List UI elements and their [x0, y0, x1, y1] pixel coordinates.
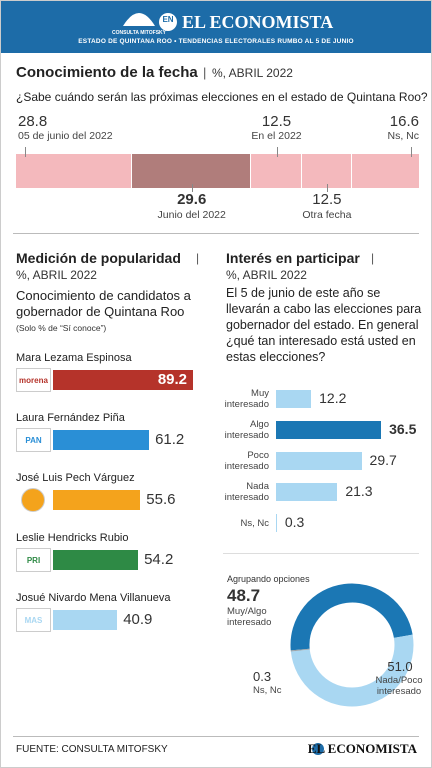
donut-title: Agrupando opciones — [227, 574, 310, 584]
bar — [53, 490, 141, 510]
bar — [53, 550, 139, 570]
segment — [251, 154, 302, 188]
category-label: En el 2022 — [251, 130, 302, 142]
category-label: Otra fecha — [302, 209, 352, 221]
segment — [352, 154, 419, 188]
party-badge: MAS — [16, 608, 51, 632]
footer-icon — [312, 743, 324, 755]
value-label: 61.2 — [155, 431, 185, 448]
segment — [301, 154, 353, 188]
footer-icon-shape — [312, 743, 324, 755]
value-label: 12.2 — [319, 390, 347, 406]
section-subtitle: %, ABRIL 2022 — [212, 66, 293, 80]
value-label: 40.9 — [123, 611, 153, 628]
candidate-name: Leslie Hendricks Rubio — [16, 532, 129, 544]
category-label: Nada interesado — [224, 481, 269, 503]
edition: EN — [162, 15, 174, 24]
section-subtitle: %, ABRIL 2022 — [226, 268, 307, 282]
value-label: 0.3 — [284, 514, 305, 530]
candidate-name: Josué Nivardo Mena Villanueva — [16, 592, 171, 604]
section-subtitle: %, ABRIL 2022 — [16, 268, 97, 282]
bar — [276, 390, 312, 408]
party-badge: morena — [16, 368, 51, 392]
value-label: 89.2 — [157, 371, 188, 388]
party-badge — [21, 488, 45, 512]
value-label: 54.2 — [144, 551, 174, 568]
edition-badge — [159, 13, 177, 31]
section-title: Interés en participar — [226, 250, 360, 266]
bar — [276, 514, 277, 532]
logo-shape — [123, 13, 155, 26]
brand: EL ECONOMISTA — [182, 12, 334, 32]
logo-icon — [123, 13, 155, 26]
bar — [276, 421, 382, 439]
bar — [276, 483, 338, 501]
bar — [53, 370, 194, 390]
footer-brand: EL ECONOMISTA — [307, 741, 417, 756]
header-band — [1, 1, 431, 53]
leader — [191, 184, 193, 192]
category-label: Algo interesado — [224, 419, 269, 441]
title-separator: | — [371, 251, 375, 265]
segment — [132, 154, 252, 188]
candidate-name: Mara Lezama Espinosa — [16, 352, 132, 364]
section-title: Conocimiento de la fecha — [16, 64, 198, 81]
section-title: Medición de popularidad — [16, 250, 181, 266]
value-label: 36.5 — [389, 421, 417, 437]
category-label: Muy interesado — [224, 388, 269, 410]
question: ¿Sabe cuándo serán las próximas eleccion… — [16, 90, 428, 104]
donut-slice — [290, 634, 414, 707]
value-label: 0.3 — [253, 669, 272, 684]
category-label: Ns, Nc — [387, 130, 420, 142]
candidate-name: Laura Fernández Piña — [16, 412, 125, 424]
bar — [276, 452, 362, 470]
value-label: 28.8 — [18, 113, 48, 130]
bar — [53, 610, 118, 630]
value-label: 12.5 — [261, 113, 292, 130]
value-label: 48.7 — [227, 586, 261, 605]
bar — [53, 430, 150, 450]
category-label: Ns, Nc — [253, 685, 282, 696]
category-label: Poco interesado — [224, 450, 269, 472]
title-separator: | — [196, 251, 200, 265]
rule — [13, 736, 419, 737]
source: FUENTE: CONSULTA MITOFSKY — [16, 744, 168, 755]
donut — [290, 583, 414, 707]
leader — [276, 147, 278, 157]
value-label: 12.5 — [312, 191, 342, 208]
value-label: 29.7 — [369, 452, 397, 468]
value-label: 21.3 — [345, 483, 373, 499]
note: (Solo % de “Sí conoce”) — [16, 323, 107, 333]
category-label: Muy/Algo interesado — [227, 606, 272, 628]
leader — [326, 184, 328, 192]
category-label: Nada/Poco interesado — [375, 675, 423, 697]
question: El 5 de junio de este año se llevarán a … — [226, 286, 422, 364]
party-badge: PRI — [16, 548, 51, 572]
value-label: 29.6 — [177, 191, 207, 208]
party-badge: PAN — [16, 428, 51, 452]
title-separator: | — [203, 65, 207, 80]
logo-text: CONSULTA MITOFSKY — [112, 30, 166, 36]
value-label: 51.0 — [387, 659, 413, 674]
leader — [411, 147, 412, 157]
category-label: Ns, Nc — [240, 517, 270, 529]
category-label: Junio del 2022 — [157, 209, 226, 221]
value-label: 16.6 — [389, 113, 419, 130]
donut-slice — [290, 583, 413, 651]
question: Conocimiento de candidatos a gobernador … — [16, 288, 191, 319]
candidate-name: José Luis Pech Várguez — [16, 472, 135, 484]
rule — [223, 553, 419, 554]
header-subtitle: ESTADO DE QUINTANA ROO • TENDENCIAS ELEC… — [78, 38, 354, 45]
rule — [13, 233, 419, 234]
value-label: 55.6 — [146, 491, 176, 508]
category-label: 05 de junio del 2022 — [18, 130, 113, 142]
leader — [25, 147, 26, 157]
segment — [16, 154, 133, 188]
